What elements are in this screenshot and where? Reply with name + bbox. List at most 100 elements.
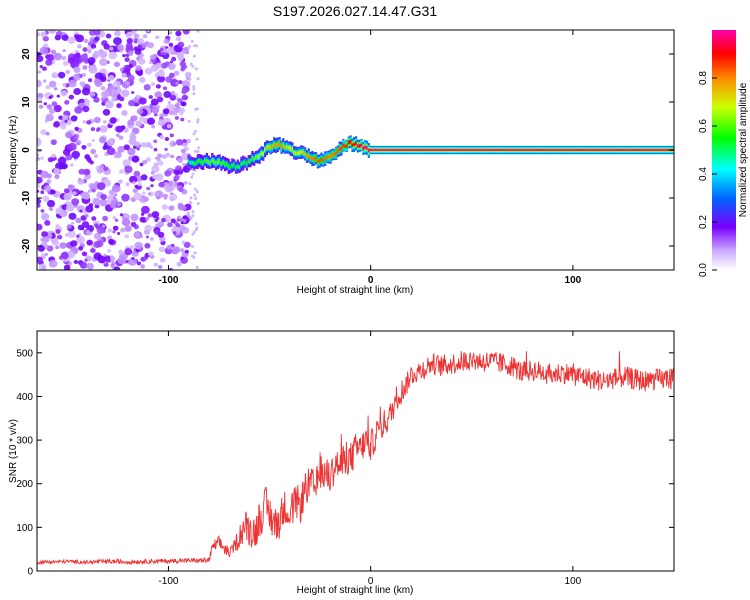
noise-blob — [175, 36, 181, 42]
noise-dot — [188, 77, 192, 81]
snr-x-ticks: -100 0 100 — [158, 331, 582, 587]
noise-dot — [195, 190, 199, 194]
noise-blob — [42, 236, 50, 243]
noise-blob — [153, 262, 158, 267]
noise-blob — [178, 80, 183, 85]
noise-blob — [82, 120, 87, 124]
track-cell — [635, 148, 638, 151]
noise-blob — [75, 217, 82, 224]
noise-blob — [46, 54, 55, 61]
noise-blob — [62, 61, 69, 66]
track-cell — [455, 148, 458, 151]
noise-blob — [81, 221, 90, 228]
track-cell — [649, 148, 652, 151]
noise-blob — [40, 129, 47, 136]
noise-blob — [128, 258, 137, 266]
noise-blob — [119, 96, 125, 102]
noise-blob — [42, 35, 49, 42]
noise-blob — [93, 78, 101, 85]
noise-blob — [78, 246, 84, 251]
track-cell — [402, 148, 405, 151]
noise-blob — [127, 50, 134, 56]
noise-blob — [108, 51, 118, 60]
noise-blob — [182, 163, 186, 167]
noise-blob — [86, 120, 92, 125]
noise-blob — [107, 228, 113, 233]
noise-dot — [193, 251, 197, 255]
noise-blob — [120, 125, 126, 130]
noise-scatter — [37, 30, 201, 270]
noise-blob — [122, 159, 131, 167]
noise-blob — [131, 127, 140, 135]
noise-blob — [165, 76, 173, 83]
noise-dot — [194, 107, 198, 111]
noise-blob — [48, 30, 56, 34]
noise-blob — [181, 101, 187, 107]
noise-blob — [53, 168, 61, 175]
track-cell — [498, 148, 501, 151]
noise-blob — [162, 108, 170, 115]
noise-blob — [82, 53, 88, 58]
track-cell — [504, 148, 507, 151]
noise-blob — [175, 223, 181, 228]
track-cell — [276, 143, 279, 147]
noise-blob — [126, 31, 133, 38]
y-tick-label: 100 — [16, 523, 33, 534]
noise-blob — [136, 108, 144, 115]
noise-blob — [50, 139, 57, 146]
track-cell — [351, 143, 354, 147]
noise-blob — [145, 142, 152, 148]
noise-dot — [188, 182, 192, 186]
noise-blob — [134, 231, 141, 238]
track-cell — [449, 148, 452, 151]
track-cell — [371, 148, 374, 151]
noise-blob — [100, 86, 105, 91]
noise-blob — [151, 165, 160, 173]
noise-blob — [136, 38, 145, 45]
noise-blob — [147, 213, 153, 218]
track-cell — [600, 148, 603, 151]
track-cell — [353, 142, 356, 146]
track-cell — [287, 146, 290, 150]
noise-blob — [102, 120, 107, 124]
noise-blob — [84, 154, 91, 160]
noise-blob — [59, 162, 67, 170]
track-cell — [429, 148, 432, 151]
track-cell — [273, 143, 276, 147]
noise-blob — [137, 70, 143, 77]
noise-blob — [141, 43, 147, 49]
noise-blob — [143, 84, 151, 91]
noise-blob — [181, 240, 186, 244]
noise-blob — [145, 216, 150, 221]
track-cell — [517, 148, 520, 151]
track-cell — [198, 158, 201, 163]
noise-blob — [140, 142, 147, 148]
noise-blob — [178, 107, 185, 114]
track-cell — [431, 148, 434, 151]
noise-blob — [50, 49, 57, 55]
noise-blob — [140, 264, 146, 269]
noise-blob — [132, 188, 138, 193]
noise-blob — [40, 31, 47, 38]
noise-blob — [156, 96, 164, 103]
track-cell — [438, 148, 441, 151]
noise-blob — [67, 36, 76, 44]
noise-blob — [66, 224, 72, 229]
spectrogram-x-ticks: -100 0 100 — [158, 30, 582, 286]
noise-blob — [56, 94, 60, 98]
track-cell — [415, 148, 418, 151]
noise-blob — [93, 50, 100, 57]
noise-dot — [193, 129, 197, 133]
noise-dot — [189, 216, 193, 220]
noise-blob — [165, 152, 171, 158]
track-cell — [564, 148, 567, 151]
track-cell — [509, 148, 512, 151]
track-cell — [329, 154, 332, 159]
noise-blob — [145, 235, 149, 239]
noise-blob — [81, 87, 91, 96]
noise-blob — [91, 138, 95, 142]
track-cell — [458, 148, 461, 151]
track-cell — [577, 148, 580, 151]
track-cell — [227, 165, 230, 168]
